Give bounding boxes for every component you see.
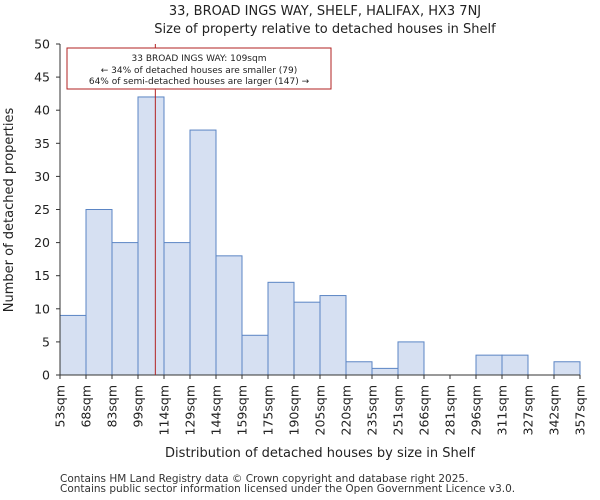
- bars-group: [59, 44, 581, 376]
- y-tick-label: 30: [34, 169, 50, 184]
- marker-group: 33 BROAD INGS WAY: 109sqm ← 34% of detach…: [66, 44, 332, 375]
- y-tick-label: 15: [34, 268, 50, 283]
- x-tick-label: 190sqm: [287, 385, 302, 435]
- x-axis-ticks: 53sqm 68sqm 83sqm 99sqm 114sqm 129sqm 144sqm 15…: [53, 375, 588, 435]
- x-tick-label: 129sqm: [183, 385, 198, 435]
- x-tick-label: 266sqm: [417, 385, 432, 435]
- x-axis-label: Distribution of detached houses by size …: [165, 446, 475, 461]
- chart-title: 33, BROAD INGS WAY, SHELF, HALIFAX, HX3 …: [169, 4, 481, 19]
- bar-144sqm: [215, 255, 243, 376]
- y-tick-label: 0: [42, 368, 50, 383]
- x-tick-label: 114sqm: [157, 385, 172, 435]
- footer-line-1: Contains HM Land Registry data © Crown c…: [60, 473, 469, 485]
- bar-99sqm: [137, 96, 165, 376]
- annotation-line-3: 64% of semi-detached houses are larger (…: [89, 77, 310, 87]
- chart-subtitle: Size of property relative to detached ho…: [154, 22, 496, 37]
- x-tick-label: 296sqm: [469, 385, 484, 435]
- bar-175sqm: [267, 281, 295, 376]
- x-tick-label: 281sqm: [443, 385, 458, 435]
- bar-83sqm: [111, 242, 139, 376]
- x-tick-label: 68sqm: [79, 385, 94, 428]
- x-tick-label: 220sqm: [339, 385, 354, 435]
- x-tick-label: 53sqm: [53, 385, 68, 428]
- bar-235sqm: [371, 367, 399, 376]
- x-tick-label: 357sqm: [573, 385, 588, 435]
- x-tick-label: 99sqm: [131, 385, 146, 428]
- y-tick-label: 20: [34, 235, 50, 250]
- annotation-line-1: 33 BROAD INGS WAY: 109sqm: [132, 54, 267, 64]
- x-tick-label: 251sqm: [391, 385, 406, 435]
- bar-205sqm: [319, 295, 347, 376]
- x-tick-label: 144sqm: [209, 385, 224, 435]
- x-tick-label: 342sqm: [547, 385, 562, 435]
- bar-220sqm: [345, 361, 373, 376]
- y-tick-label: 10: [34, 301, 50, 316]
- y-tick-label: 40: [34, 103, 50, 118]
- bar-296sqm: [475, 354, 503, 376]
- y-tick-label: 5: [42, 334, 50, 349]
- bar-342sqm: [553, 361, 581, 376]
- annotation-box: [66, 47, 332, 90]
- bar-190sqm: [293, 301, 321, 376]
- bar-159sqm: [241, 334, 269, 376]
- y-axis-ticks: 0 5 10 15 20 25 30 35 40 45 50: [34, 37, 60, 383]
- bar-311sqm: [501, 354, 529, 376]
- x-tick-label: 83sqm: [105, 385, 120, 428]
- bar-68sqm: [85, 209, 113, 376]
- x-tick-label: 327sqm: [521, 385, 536, 435]
- y-tick-label: 50: [34, 37, 50, 52]
- y-tick-label: 45: [34, 70, 50, 85]
- y-tick-label: 25: [34, 202, 50, 217]
- x-tick-label: 311sqm: [495, 385, 510, 435]
- bar-53sqm: [59, 314, 87, 376]
- y-axis-label: Number of detached properties: [2, 108, 17, 313]
- x-tick-label: 159sqm: [235, 385, 250, 435]
- x-tick-label: 235sqm: [365, 385, 380, 435]
- x-tick-label: 175sqm: [261, 385, 276, 435]
- bar-251sqm: [397, 341, 425, 376]
- x-tick-label: 205sqm: [313, 385, 328, 435]
- annotation-line-2: ← 34% of detached houses are smaller (79…: [101, 66, 298, 76]
- bar-114sqm: [163, 242, 191, 376]
- footer-line-2: Contains public sector information licen…: [60, 483, 516, 495]
- bar-129sqm: [189, 129, 217, 376]
- y-tick-label: 35: [34, 136, 50, 151]
